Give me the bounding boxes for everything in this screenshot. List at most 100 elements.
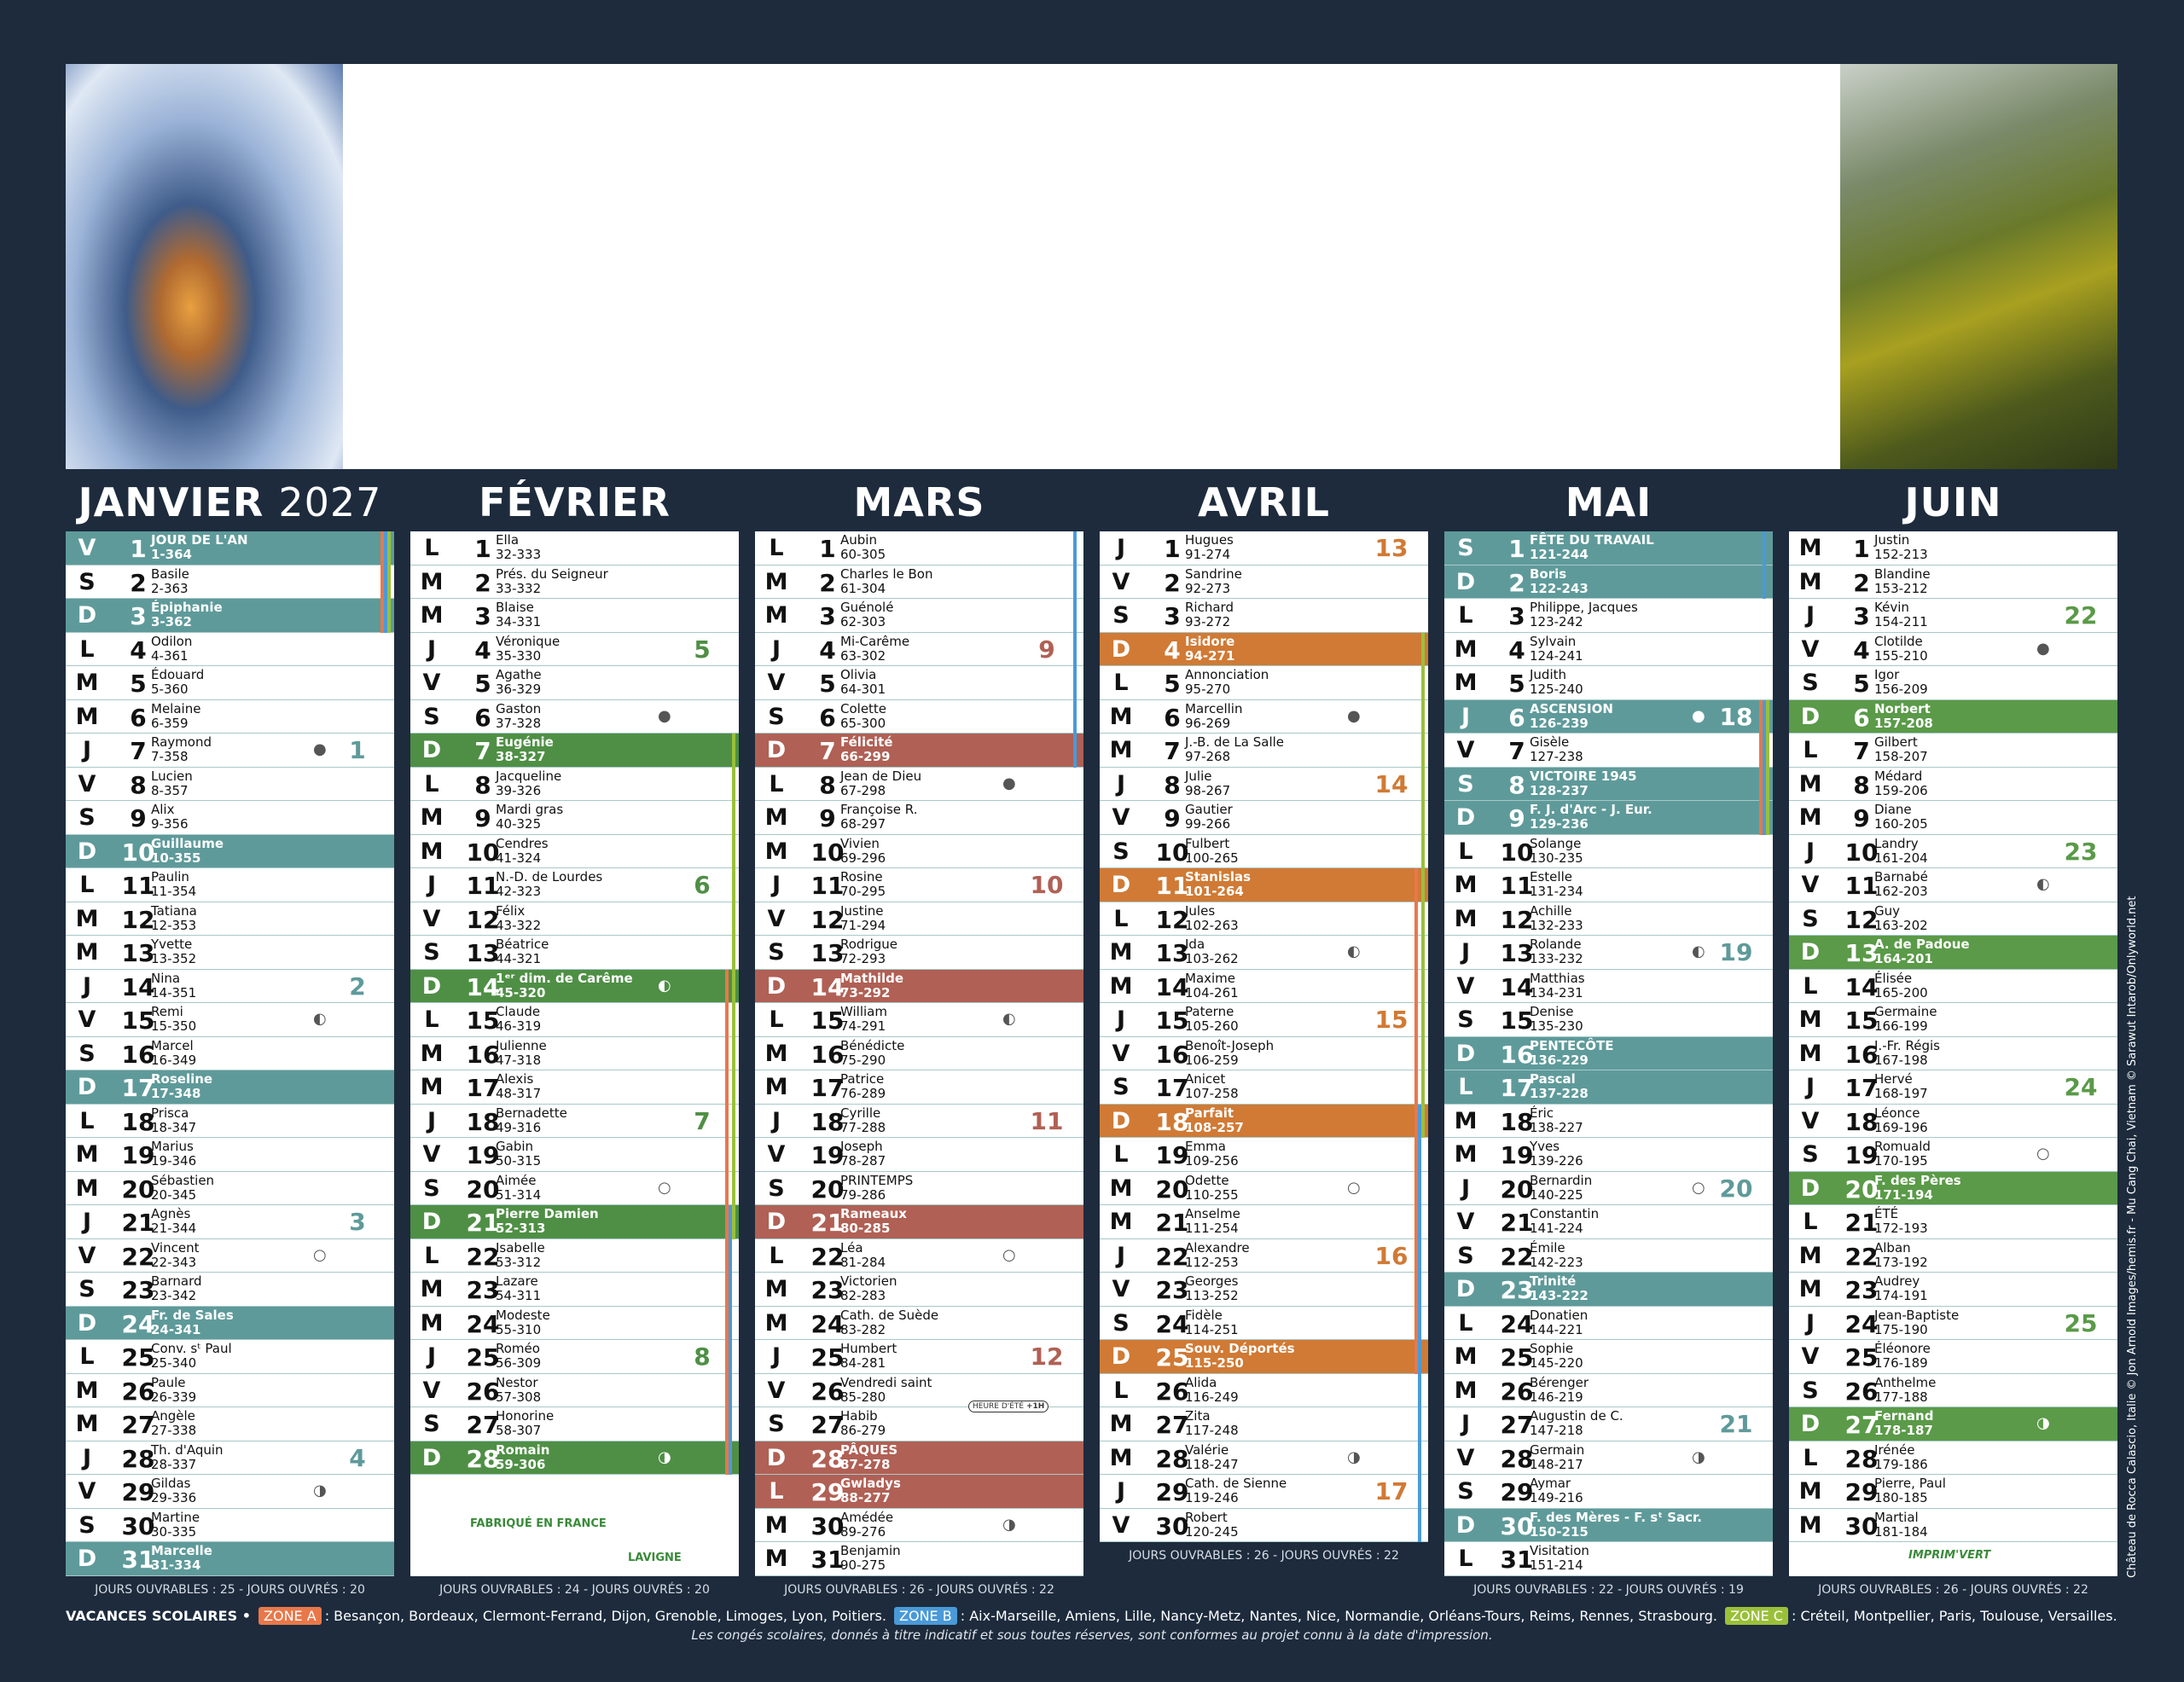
week-number: 20 [1719, 1174, 1753, 1203]
weekday-letter: D [766, 1209, 787, 1235]
saint-name: Cath. de Sienne [1185, 1476, 1287, 1491]
weekday-letter: V [78, 1478, 96, 1505]
day-of-year: 115-250 [1185, 1355, 1244, 1371]
day-number: 27 [466, 1411, 500, 1439]
day-row: M 30 Martial 181-184 [1789, 1509, 2117, 1542]
weekday-letter: L [769, 1478, 784, 1505]
day-row: V 16 Benoît-Joseph 106-259 [1100, 1037, 1428, 1070]
vacation-bar-zone-c [387, 531, 391, 633]
day-number: 23 [810, 1276, 845, 1304]
day-number: 20 [466, 1174, 500, 1204]
moon-phase-lq-icon: ◑ [1002, 1515, 1016, 1534]
day-of-year: 91-274 [1185, 547, 1231, 562]
day-row: L 15 Claude 46-319 [410, 1003, 739, 1037]
vacation-bar-zone-b [384, 531, 387, 633]
day-number: 5 [130, 670, 147, 698]
day-number: 25 [1155, 1343, 1189, 1372]
day-number: 7 [1508, 737, 1525, 765]
vacation-bar-zone-a [725, 969, 729, 1475]
week-number: 5 [694, 635, 711, 664]
day-of-year: 59-306 [496, 1456, 546, 1472]
day-row: M 27 Angèle 27-338 [66, 1407, 394, 1441]
weekday-letter: M [1109, 1444, 1133, 1471]
weekday-letter: S [1112, 1074, 1130, 1100]
weekday-letter: M [1109, 1411, 1133, 1437]
day-of-year: 75-290 [840, 1052, 886, 1068]
weekday-letter: M [1454, 1343, 1478, 1370]
weekday-letter: L [1113, 1377, 1129, 1404]
day-of-year: 46-319 [496, 1018, 542, 1034]
day-number: 24 [1844, 1309, 1879, 1338]
day-row: V 14 Matthias 134-231 [1444, 970, 1773, 1003]
month-3: AVRIL J 1 Hugues 91-274 13 V 2 Sandrine 92-273 S 3 R… [1100, 473, 1428, 1563]
day-number: 29 [121, 1478, 155, 1506]
day-row: S 23 Barnard 23-342 [66, 1273, 394, 1307]
day-row: S 27 Honorine 58-307 [410, 1407, 739, 1441]
weekday-letter: V [78, 770, 96, 798]
saint-name: Cath. de Suède [840, 1307, 939, 1323]
day-number: 4 [1164, 635, 1181, 664]
day-number: 15 [810, 1006, 845, 1035]
weekday-letter: L [1113, 905, 1129, 932]
weekday-letter: J [1116, 1242, 1126, 1269]
day-row: J 10 Landry 161-204 23 [1789, 835, 2117, 868]
year: 2027 [278, 479, 382, 525]
day-number: 20 [1155, 1174, 1189, 1204]
saint-name: Mathilde [840, 970, 904, 986]
day-of-year: 30-335 [151, 1523, 197, 1540]
day-of-year: 22-343 [151, 1254, 197, 1270]
vacation-bar-zone-b [1763, 531, 1766, 599]
month-title: MARS [755, 473, 1083, 531]
weekday-letter: S [1802, 670, 1819, 696]
week-number: 25 [2064, 1308, 2098, 1337]
saint-name: Gisèle [1530, 734, 1570, 750]
day-number: 14 [1844, 972, 1879, 1001]
day-number: 27 [1500, 1411, 1534, 1439]
day-row: M 18 Éric 138-227 [1444, 1105, 1773, 1138]
saint-name: Ida [1185, 937, 1205, 952]
day-row: D 3 Épiphanie 3-362 [66, 599, 394, 633]
saint-name: Nestor [496, 1374, 538, 1390]
day-number: 27 [810, 1411, 845, 1439]
day-number: 2 [1164, 568, 1181, 597]
vacation-bar-zone-b [1763, 699, 1766, 835]
day-number: 7 [1853, 737, 1870, 765]
day-row: L 8 Jacqueline 39-326 [410, 768, 739, 801]
day-row: M 10 Cendres 41-324 [410, 835, 739, 868]
day-of-year: 56-309 [496, 1355, 542, 1371]
day-row: V 8 Lucien 8-357 [66, 768, 394, 801]
day-row: J 7 Raymond 7-358 ● 1 [66, 734, 394, 768]
saint-name: Alexandre [1185, 1239, 1250, 1256]
weekday-letter: L [79, 1343, 95, 1370]
weekday-letter: V [1112, 1040, 1130, 1067]
weekday-letter: M [1454, 905, 1478, 932]
weekday-letter: V [1456, 737, 1475, 763]
day-row: J 4 Mi-Carême 63-302 9 [755, 633, 1083, 666]
day-row: D 7 Eugénie 38-327 [410, 734, 739, 768]
saint-name: Souv. Déportés [1185, 1341, 1295, 1356]
saint-name: Odette [1185, 1172, 1229, 1188]
day-number: 15 [1500, 1006, 1534, 1035]
weekday-letter: M [75, 1411, 99, 1437]
day-of-year: 134-231 [1530, 984, 1583, 1000]
weekday-letter: S [423, 1174, 440, 1202]
weekday-letter: J [82, 1209, 92, 1235]
weekday-letter: S [1457, 1478, 1474, 1505]
logo-area: IMPRIM'VERT [1789, 1542, 2117, 1576]
day-number: 6 [1508, 703, 1525, 732]
day-of-year: 144-221 [1530, 1321, 1583, 1337]
holidays-title: VACANCES SCOLAIRES • [66, 1608, 251, 1624]
saint-name: Bérenger [1530, 1374, 1589, 1390]
day-of-year: 136-229 [1530, 1052, 1589, 1068]
day-row: S 15 Denise 135-230 [1444, 1003, 1773, 1037]
moon-phase-fq-icon: ◐ [1347, 942, 1361, 960]
weekday-letter: L [424, 1242, 439, 1269]
day-row: M 16 Bénédicte 75-290 [755, 1037, 1083, 1070]
weekday-letter: M [420, 1074, 444, 1100]
day-of-year: 159-206 [1874, 782, 1928, 798]
day-row: V 5 Olivia 64-301 [755, 666, 1083, 700]
weekday-letter: J [1461, 703, 1471, 730]
weekday-letter: M [1798, 770, 1822, 798]
saint-name: Emma [1185, 1139, 1226, 1154]
weekday-letter: M [764, 1276, 788, 1302]
